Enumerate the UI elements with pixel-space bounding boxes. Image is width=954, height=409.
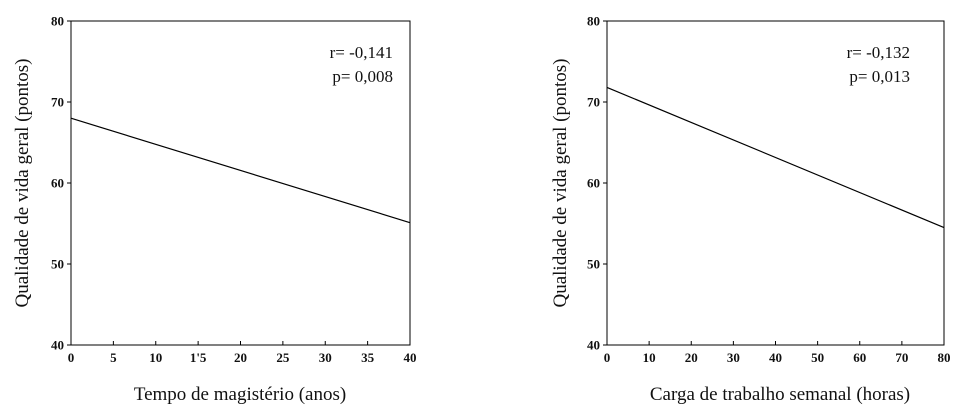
y-tick-label: 40 — [587, 338, 600, 353]
x-tick-label: 1'5 — [190, 350, 207, 365]
chart-panel-carga: 40 50 60 70 80 0 10 20 30 40 50 60 70 80 r= -0,132 p… — [550, 14, 951, 406]
x-tick-label: 35 — [361, 350, 375, 365]
x-axis-title: Tempo de magistério (anos) — [134, 384, 346, 405]
x-axis-title: Carga de trabalho semanal (horas) — [650, 384, 910, 405]
y-tick-label: 60 — [51, 176, 64, 191]
p-value: p= 0,013 — [849, 67, 910, 86]
y-tick-label: 70 — [51, 95, 64, 110]
y-axis-ticks: 40 50 60 70 80 — [587, 14, 607, 353]
x-axis-ticks: 0 10 20 30 40 50 60 70 80 — [604, 341, 951, 365]
p-value: p= 0,008 — [332, 67, 393, 86]
x-tick-label: 30 — [727, 350, 740, 365]
x-tick-label: 10 — [643, 350, 656, 365]
y-tick-label: 80 — [587, 14, 600, 29]
x-tick-label: 30 — [319, 350, 332, 365]
y-axis-title: Qualidade de vida geral (pontos) — [12, 58, 33, 307]
x-tick-label: 40 — [404, 350, 417, 365]
x-axis-ticks: 0 5 10 1'5 20 25 30 35 40 — [68, 341, 417, 365]
correlation-r: r= -0,141 — [330, 43, 393, 62]
x-tick-label: 0 — [68, 350, 75, 365]
x-tick-label: 5 — [110, 350, 117, 365]
y-tick-label: 40 — [51, 338, 64, 353]
y-tick-label: 50 — [587, 257, 600, 272]
correlation-r: r= -0,132 — [847, 43, 910, 62]
x-tick-label: 60 — [853, 350, 866, 365]
y-tick-label: 70 — [587, 95, 600, 110]
x-tick-label: 70 — [895, 350, 908, 365]
y-tick-label: 50 — [51, 257, 64, 272]
regression-line — [70, 117, 411, 224]
x-tick-label: 20 — [234, 350, 247, 365]
x-tick-label: 0 — [604, 350, 611, 365]
y-tick-label: 80 — [51, 14, 64, 29]
x-tick-label: 10 — [149, 350, 162, 365]
y-axis-ticks: 40 50 60 70 80 — [51, 14, 71, 353]
y-tick-label: 60 — [587, 176, 600, 191]
chart-panel-tempo: 40 50 60 70 80 0 5 10 1'5 20 25 30 35 40 r= -0,141 p… — [12, 14, 417, 406]
x-tick-label: 25 — [276, 350, 290, 365]
x-tick-label: 50 — [811, 350, 824, 365]
x-tick-label: 40 — [769, 350, 782, 365]
regression-line — [606, 86, 945, 229]
y-axis-title: Qualidade de vida geral (pontos) — [550, 58, 571, 307]
x-tick-label: 80 — [938, 350, 951, 365]
x-tick-label: 20 — [685, 350, 698, 365]
